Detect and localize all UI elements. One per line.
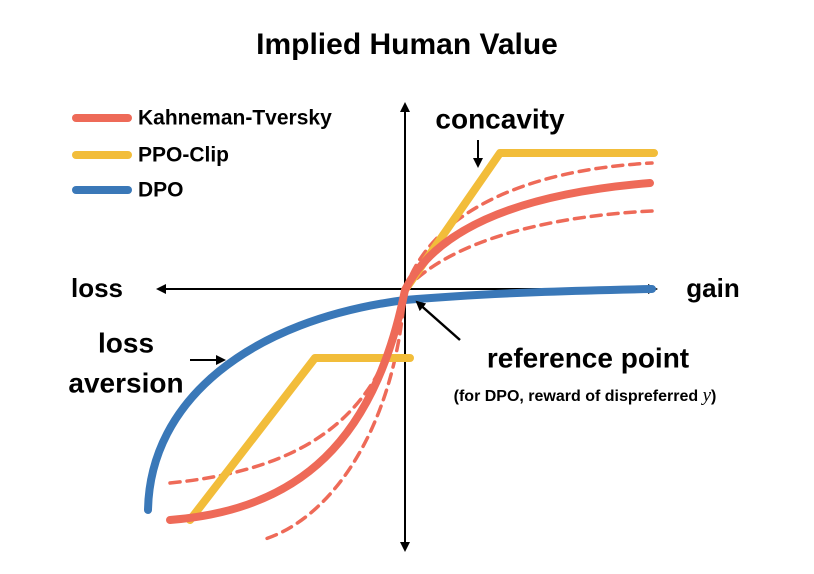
dpo-curve: [144, 285, 656, 514]
legend-label: PPO-Clip: [138, 144, 229, 167]
axis-label: loss: [71, 273, 123, 303]
note-variable: y: [701, 385, 712, 406]
legend-label: DPO: [138, 179, 184, 202]
title: Implied Human Value: [256, 28, 558, 61]
axis-label: gain: [686, 273, 739, 303]
note-text: (for DPO, reward of dispreferred: [454, 388, 703, 405]
kt-curve: [166, 179, 654, 524]
note-text: ): [711, 388, 716, 405]
ppo-clip-curve: [401, 149, 658, 294]
annotation: loss: [98, 327, 154, 358]
kt-variant: [260, 288, 407, 542]
ppo-clip-curve: [186, 354, 414, 524]
annotation: aversion: [68, 367, 183, 398]
kt-variant: [168, 288, 407, 485]
annotation-arrow: [415, 300, 461, 341]
legend-label: Kahneman-Tversky: [138, 107, 332, 130]
kt-variant: [403, 209, 654, 292]
kt-variant: [403, 161, 654, 292]
annotation-note: (for DPO, reward of dispreferred y): [454, 385, 717, 406]
annotation: concavity: [435, 103, 565, 134]
annotation: reference point: [487, 342, 689, 373]
